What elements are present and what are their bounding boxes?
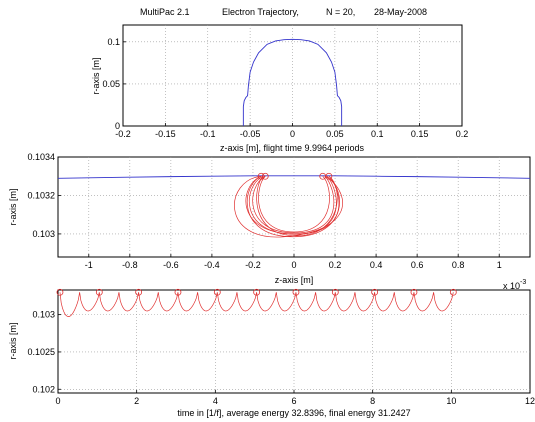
trajectory-zoom-path [248,175,337,235]
trajectory-zoom-axes [57,156,531,258]
cavity-geometry-panel: -0.2 -0.15 -0.1 -0.05 0 0.05 0.1 0.15 0.2 0 0.05 0.… [91,24,468,153]
trajectory-time-impact-marker [213,288,221,296]
trajectory-zoom-xtick-label: 1 [497,260,502,270]
trajectory-time-xtick-label: 2 [134,396,139,406]
trajectory-zoom-path [258,175,330,233]
trajectory-zoom-path [252,175,335,234]
trajectory-time-ytick-label: 0.103 [32,310,55,320]
trajectory-time-xlabel: time in [1/f], average energy 32.8396, f… [177,408,410,418]
trajectory-zoom-xtick-label: -0.8 [122,260,138,270]
trajectory-zoom-xtick-label: 0 [291,260,296,270]
trajectory-time-ticks: 0 2 4 6 8 10 12 0.102 0.1025 0.103 [27,310,535,406]
figure-title-app: MultiPac 2.1 [140,7,190,17]
trajectory-zoom-xtick-label: 0.2 [329,260,342,270]
trajectory-zoom-xtick-label: -0.2 [245,260,261,270]
cavity-geometry-xtick-label: 0.15 [411,129,429,139]
trajectory-zoom-ylabel: r-axis [m] [8,189,18,226]
trajectory-time-impact-marker [56,288,64,296]
figure-title-date: 28-May-2008 [374,7,427,17]
trajectory-time-impact-marker [410,288,418,296]
cavity-geometry-xtick-label: 0.05 [326,129,344,139]
trajectory-zoom-xtick-label: 0.4 [370,260,383,270]
trajectory-time-impact-marker [174,288,182,296]
trajectory-zoom-ticks: -1 -0.8 -0.6 -0.4 -0.2 0 0.2 0.4 0.6 0.8 1 0.103 0.1… [27,152,501,270]
cavity-geometry-xlabel: z-axis [m], flight time 9.9964 periods [220,143,365,153]
trajectory-zoom-x-exponent: -3 [520,279,526,286]
trajectory-zoom-ytick-label: 0.103 [32,229,55,239]
trajectory-time-xtick-label: 4 [213,396,218,406]
figure-title-particles: N = 20, [326,7,355,17]
cavity-geometry-ytick-label: 0 [115,121,120,131]
trajectory-zoom-path [256,175,338,237]
trajectory-time-plot [56,288,457,317]
trajectory-zoom-plot [57,172,531,238]
trajectory-zoom-path [245,175,340,235]
trajectory-zoom-path [246,175,340,238]
trajectory-zoom-ytick-label: 0.1034 [27,152,55,162]
trajectory-time-impact-marker [449,288,457,296]
trajectory-time-xtick-label: 12 [525,396,535,406]
trajectory-time-ytick-label: 0.102 [32,384,55,394]
trajectory-time-path [59,292,454,317]
cavity-geometry-ytick-label: 0.1 [107,37,120,47]
cavity-geometry-xtick-label: -0.15 [155,129,176,139]
trajectory-zoom-path [234,175,343,238]
trajectory-time-xtick-label: 0 [55,396,60,406]
cavity-geometry-series-line [242,38,343,126]
trajectory-time-impact-marker [95,288,103,296]
trajectory-zoom-xlabel: z-axis [m] [275,275,314,285]
trajectory-time-impact-marker [371,288,379,296]
trajectory-time-impact-marker [253,288,261,296]
trajectory-zoom-impact-marker [257,172,265,180]
trajectory-zoom-xtick-label: 0.8 [452,260,465,270]
trajectory-zoom-xtick-label: -0.4 [204,260,220,270]
cavity-geometry-plot [242,38,343,126]
trajectory-time-ylabel: r-axis [m] [8,323,18,360]
cavity-geometry-ticks: -0.2 -0.15 -0.1 -0.05 0 0.05 0.1 0.15 0.2 0 0.05 0.… [102,37,468,139]
trajectory-time-impact-marker [292,288,300,296]
trajectory-zoom-xtick-label: -1 [85,260,93,270]
trajectory-zoom-xtick-label: 0.6 [411,260,424,270]
trajectory-time-impact-marker [331,288,339,296]
cavity-geometry-xtick-label: 0.2 [456,129,469,139]
trajectory-time-impact-marker [135,288,143,296]
cavity-geometry-ytick-label: 0.05 [102,79,120,89]
cavity-geometry-xtick-label: -0.2 [115,129,131,139]
trajectory-zoom-grid [58,157,530,257]
trajectory-time-xtick-label: 6 [291,396,296,406]
trajectory-zoom-xtick-label: -0.6 [163,260,179,270]
trajectory-zoom-ytick-label: 0.1032 [27,190,55,200]
cavity-geometry-xtick-label: -0.05 [240,129,261,139]
trajectory-time-xtick-label: 8 [370,396,375,406]
trajectory-time-ytick-label: 0.1025 [27,347,55,357]
trajectory-time-grid [58,290,530,393]
cavity-geometry-xtick-label: 0.1 [371,129,384,139]
trajectory-zoom-impact-marker [261,172,269,180]
cavity-geometry-ylabel: r-axis [m] [91,58,101,95]
trajectory-zoom-series-line [57,175,531,179]
cavity-geometry-xtick-label: -0.1 [200,129,216,139]
cavity-geometry-grid [123,25,462,126]
trajectory-time-panel: 0 2 4 6 8 10 12 0.102 0.1025 0.103 time in [1/f],… [8,288,535,418]
trajectory-zoom-panel: -1 -0.8 -0.6 -0.4 -0.2 0 0.2 0.4 0.6 0.8 1 0.103 0.1… [8,152,531,291]
cavity-geometry-xtick-label: 0 [290,129,295,139]
figure-title-subject: Electron Trajectory, [222,7,299,17]
trajectory-time-xtick-label: 10 [446,396,456,406]
trajectory-zoom-impact-marker [325,172,333,180]
trajectory-zoom-x-multiplier: x 10 [503,281,520,291]
